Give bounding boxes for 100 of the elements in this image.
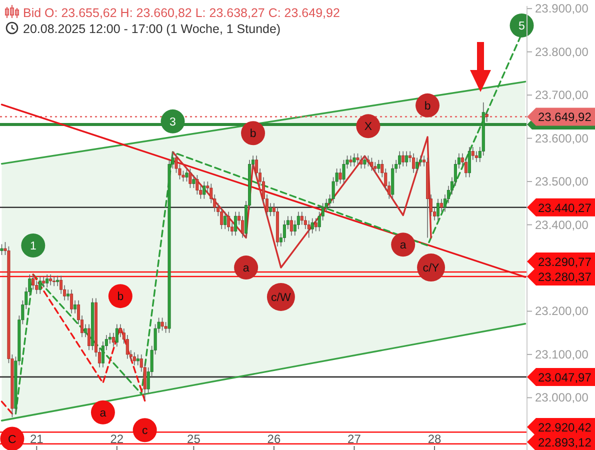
series-label: c/W [271, 292, 291, 304]
point [356, 114, 380, 138]
candlestick [56, 275, 60, 287]
candlestick [374, 162, 377, 174]
x-tick-label: 27 [348, 432, 362, 446]
series-label: a [242, 262, 250, 275]
ref-line-label: 23.047,97 [538, 370, 592, 384]
candlestick [32, 274, 35, 290]
series-label: b [250, 128, 256, 140]
candlestick [464, 157, 468, 178]
candlestick [49, 274, 52, 286]
x-tick-label: 22 [110, 432, 124, 446]
ref-line-label: 23.440,27 [538, 200, 592, 215]
candlestick [282, 220, 286, 242]
candlestick [84, 324, 88, 338]
ref-line-label: 23.280,37 [538, 270, 592, 284]
point [391, 232, 416, 257]
candlestick [192, 174, 196, 188]
candlestick [485, 112, 488, 122]
candlestick [440, 198, 443, 212]
y-tick-label: 23.600,00 [535, 131, 589, 146]
candlestick [160, 317, 164, 332]
candlestick [300, 211, 304, 226]
x-tick-label: 25 [187, 432, 201, 446]
candlestick [268, 202, 272, 217]
candlestick [112, 332, 115, 348]
candlestick [290, 216, 293, 236]
chart-title: Bid O: 23.655,62 H: 23.660,82 L: 23.638,27 C: 23.649,92 [23, 6, 340, 20]
candlestick [356, 153, 360, 165]
ref-line-label: 23.290,77 [538, 254, 592, 269]
series-label: 1 [30, 240, 36, 253]
candlestick [398, 150, 402, 169]
candlestick [349, 155, 352, 167]
x-tick-label: 28 [428, 432, 442, 446]
candlestick [115, 324, 118, 348]
y-tick-label: 23.100,00 [535, 347, 589, 362]
point [416, 93, 440, 118]
point [132, 418, 157, 442]
point [108, 284, 132, 308]
candlestick [74, 300, 77, 314]
series-label: C [8, 434, 16, 446]
candlestick [436, 198, 440, 221]
candlestick [412, 153, 416, 174]
candlestick [377, 160, 380, 174]
candlestick [188, 168, 192, 188]
candlestick [66, 289, 70, 301]
x-tick-label: 21 [30, 432, 44, 446]
candlestick [87, 324, 90, 351]
candlestick [342, 160, 346, 184]
candlestick [474, 150, 478, 162]
candlestick [132, 352, 136, 366]
point [160, 109, 185, 134]
text: 20.08.2025 12:00 - 17:00 (1 Woche, 1 Stunde) [23, 22, 281, 36]
candlestick [202, 181, 206, 200]
candlestick [366, 155, 370, 167]
candlestick [220, 207, 224, 230]
ref-line-label: 22.893,12 [538, 436, 592, 450]
point [234, 256, 258, 280]
candlestick [370, 157, 374, 172]
candlestick [136, 354, 140, 366]
candlestick [52, 276, 56, 287]
candlestick [402, 150, 405, 167]
candlestick [314, 218, 318, 232]
x-tick-label: 26 [267, 432, 281, 446]
series-label: X [364, 121, 372, 134]
candlestick [338, 168, 342, 184]
candlestick [70, 289, 74, 314]
candlestick [224, 211, 227, 230]
series-label: c/Y [422, 262, 440, 275]
y-tick-label: 23.900,00 [535, 2, 589, 16]
candlestick [363, 155, 366, 169]
series-label: b [117, 291, 124, 304]
candlestick [405, 150, 408, 167]
candlestick [234, 211, 238, 236]
candlestick [352, 153, 356, 167]
point [21, 234, 46, 258]
candlestick [42, 276, 46, 288]
y-tick-label: 23.800,00 [535, 44, 589, 59]
candlestick [360, 155, 363, 169]
series-label: a [400, 240, 407, 252]
candlestick [468, 146, 471, 178]
point [241, 121, 266, 146]
candlestick [241, 216, 244, 238]
series-label: a [100, 407, 107, 420]
candlestick [307, 220, 310, 238]
y-tick-label: 23.000,00 [535, 390, 589, 405]
series-label: b [424, 100, 431, 112]
candlestick [38, 276, 42, 294]
candlestick [416, 157, 419, 174]
y-tick-label: 23.400,00 [535, 218, 589, 232]
series-label: 3 [170, 116, 176, 128]
candlestick [227, 211, 230, 232]
y-tick-label: 23.700,00 [535, 88, 589, 102]
candlestick [164, 322, 168, 334]
candlestick [185, 168, 188, 182]
y-tick-label: 23.200,00 [535, 304, 589, 318]
candlestick [310, 218, 314, 234]
y-tick-label: 23.500,00 [535, 174, 589, 189]
ref-line-label: 22.920,42 [538, 420, 592, 434]
candlestick [0, 244, 4, 256]
